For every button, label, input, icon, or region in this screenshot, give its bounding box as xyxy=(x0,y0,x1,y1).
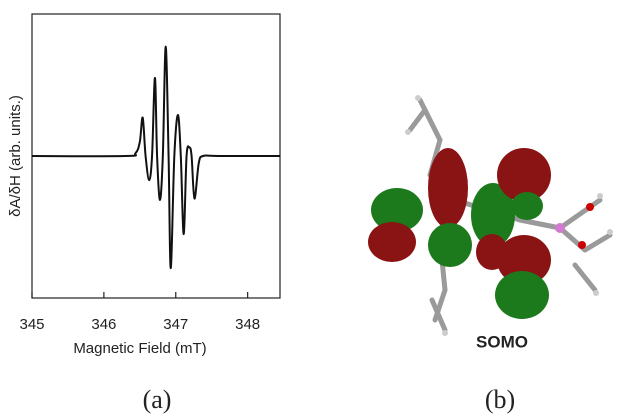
orbital-label: SOMO xyxy=(476,332,528,351)
figure: Magnetic Field (mT) δA/δH (arb. units.) … xyxy=(0,0,630,416)
x-tick-label: 345 xyxy=(19,316,44,333)
x-tick-label: 348 xyxy=(235,316,260,333)
page: {"chart_data": {"type": "line", "xlabel"… xyxy=(0,0,630,416)
x-axis-label: Magnetic Field (mT) xyxy=(73,340,206,357)
spectrum-line xyxy=(32,47,280,269)
x-tick-label: 346 xyxy=(91,316,116,333)
caption: (b) xyxy=(485,385,515,414)
x-tick-label: 347 xyxy=(163,316,188,333)
molecule-image xyxy=(368,95,613,336)
caption: (a) xyxy=(143,385,172,414)
y-axis-label: δA/δH (arb. units.) xyxy=(7,95,24,217)
